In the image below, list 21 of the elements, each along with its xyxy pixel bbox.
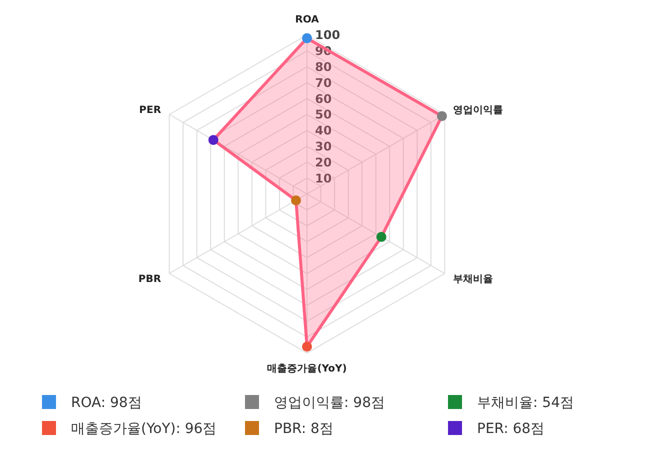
y-tick-label: 60 bbox=[315, 92, 332, 106]
text: PER: 68점 bbox=[477, 420, 545, 437]
y-tick-label: 20 bbox=[315, 155, 332, 170]
text: 매출증가율(YoY): 96점 bbox=[71, 420, 217, 437]
spoke-label: PER bbox=[139, 105, 162, 116]
y-tick-label: 100 bbox=[315, 28, 340, 42]
spoke-label: 영업이익률 bbox=[452, 105, 503, 116]
text: 부채비율: 54점 bbox=[477, 394, 574, 411]
y-tick-label: 10 bbox=[315, 171, 332, 186]
text: 영업이익률: 98점 bbox=[274, 394, 385, 411]
y-tick-label: 70 bbox=[315, 76, 332, 90]
y-tick-label: 30 bbox=[315, 140, 332, 154]
spoke-label: PBR bbox=[138, 274, 162, 285]
text: ROA: 98점 bbox=[71, 394, 142, 411]
y-tick-label: 80 bbox=[315, 60, 332, 74]
y-tick-label: 40 bbox=[315, 124, 332, 138]
text: PBR: 8점 bbox=[274, 420, 334, 437]
y-tick-label: 50 bbox=[315, 108, 332, 122]
spoke-label: 매출증가율(YoY) bbox=[267, 364, 347, 375]
spoke-label: ROA bbox=[295, 14, 320, 26]
spoke-label: 부채비율 bbox=[452, 274, 493, 285]
